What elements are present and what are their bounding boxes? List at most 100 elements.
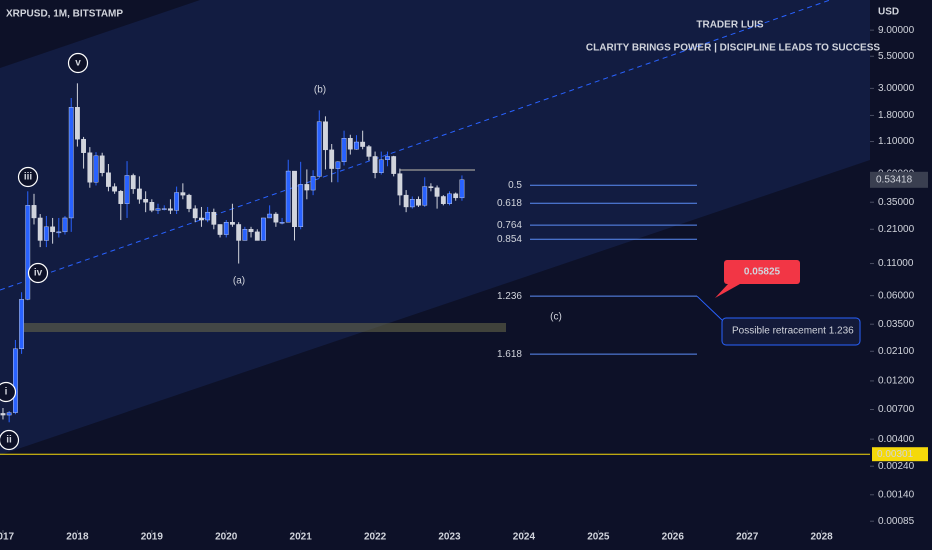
candle-body: [68, 107, 74, 219]
x-tick-label: 2023: [438, 532, 461, 543]
y-tick-label: 0.02100: [878, 346, 915, 357]
candle-body: [372, 156, 378, 173]
candle-body: [391, 156, 397, 174]
candle-body: [366, 146, 372, 157]
candle-body: [43, 226, 49, 241]
y-tick-label: 0.21000: [878, 224, 915, 235]
y-tick-label: 0.00085: [878, 516, 915, 527]
chart-title: XRPUSD, 1M, BITSTAMP: [6, 9, 123, 20]
candle-body: [168, 208, 173, 211]
y-tick-label: 0.06000: [878, 290, 915, 301]
x-tick-label: 2019: [141, 532, 164, 543]
x-tick-label: 2018: [66, 532, 89, 543]
y-tick-label: 0.03500: [878, 319, 915, 330]
wave-circle: [17, 166, 39, 188]
candle-body: [205, 211, 211, 221]
target-label: 0.05825: [744, 267, 781, 278]
candle-body: [192, 208, 198, 219]
target-box: [724, 260, 800, 284]
candle-body: [106, 172, 111, 187]
price-tag-label: 0.53418: [876, 174, 913, 185]
candle-body: [279, 221, 285, 224]
candle-body: [335, 161, 341, 169]
candle-body: [440, 196, 446, 204]
candle-body: [310, 176, 316, 191]
channel-midline: [0, 0, 831, 291]
candle-body: [285, 170, 291, 223]
candle-body: [242, 229, 248, 241]
candle-body: [130, 175, 136, 190]
candle-body: [124, 175, 130, 204]
zone: [22, 323, 506, 332]
candle-body: [428, 186, 434, 188]
candle-body: [217, 224, 223, 235]
candle-body: [248, 229, 254, 233]
candle-body: [378, 159, 384, 173]
fib-label: 0.764: [497, 220, 522, 231]
candle-body: [422, 186, 428, 206]
candle-body: [118, 191, 124, 204]
y-axis-label: USD: [878, 7, 899, 18]
candle-body: [81, 138, 86, 153]
candle-body: [87, 152, 93, 183]
fib-label: 0.854: [497, 234, 522, 245]
fib-label: 0.618: [497, 198, 522, 209]
wave-label: i: [5, 387, 8, 398]
y-tick-label: 0.35000: [878, 197, 915, 208]
fib-label: 1.618: [497, 349, 522, 360]
candle-body: [211, 211, 217, 225]
candle-body: [304, 184, 310, 191]
candle-body: [143, 199, 149, 203]
candle-body: [6, 412, 12, 416]
candle-body: [403, 194, 409, 208]
candle-body: [447, 193, 452, 204]
price-tag: [870, 171, 928, 188]
candle-body: [298, 184, 304, 228]
channel: [0, 0, 870, 455]
wave-label: ii: [6, 435, 12, 446]
candle-body: [323, 121, 328, 151]
candle-body: [236, 224, 242, 241]
wave-label: (b): [314, 85, 326, 96]
wave-circle: [0, 381, 17, 403]
y-tick-label: 9.00000: [878, 25, 915, 36]
candle-body: [397, 173, 403, 196]
wave-label: iii: [24, 172, 33, 183]
candle-body: [13, 348, 18, 413]
wave-label: (a): [233, 276, 245, 287]
candle-body: [416, 199, 421, 206]
y-tick-label: 1.80000: [878, 110, 915, 121]
y-tick-label: 1.10000: [878, 136, 915, 147]
brand: TRADER LUIS: [696, 20, 764, 31]
wave-circle: [0, 429, 20, 451]
candle-body: [186, 194, 192, 209]
x-tick-label: 2027: [736, 532, 759, 543]
candle-body: [261, 217, 266, 241]
candle-body: [254, 231, 260, 241]
y-tick-label: 0.00700: [878, 404, 915, 415]
candle-body: [347, 138, 353, 150]
candle-body: [74, 107, 80, 140]
candle-body: [93, 155, 99, 183]
fib-label: 0.5: [508, 180, 522, 191]
x-tick-label: 2020: [215, 532, 238, 543]
note-connector: [696, 295, 723, 321]
y-tick-label: 3.00000: [878, 83, 915, 94]
candle-body: [360, 141, 366, 147]
candle-body: [316, 121, 322, 177]
wave-label: (c): [550, 312, 562, 323]
note-box: [721, 317, 861, 346]
candle-body: [174, 192, 180, 211]
candle-body: [136, 188, 142, 200]
candle-body: [292, 170, 297, 228]
candle-body: [230, 221, 235, 225]
candle-body: [149, 202, 155, 211]
candle-body: [37, 217, 43, 241]
y-tick-label: 0.00240: [878, 461, 915, 472]
candle-body: [434, 187, 440, 197]
candle-body: [155, 208, 161, 211]
candle-body: [180, 192, 186, 196]
y-tick-label: 0.00140: [878, 489, 915, 500]
candle-body: [112, 186, 118, 192]
